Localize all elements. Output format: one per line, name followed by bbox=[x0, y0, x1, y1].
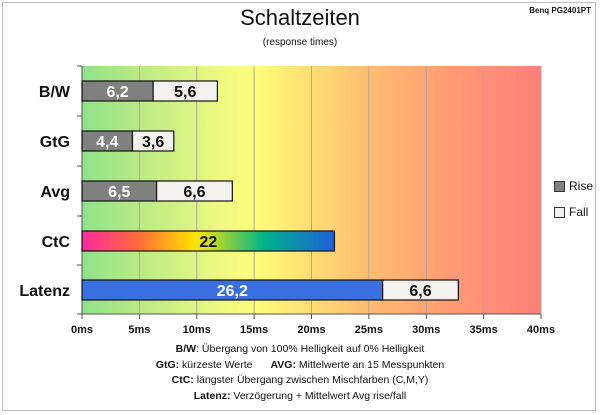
chart-subtitle: (response times) bbox=[262, 37, 338, 48]
note-latenz-text: Verzögerung + Mittelwert Avg rise/fall bbox=[230, 389, 407, 402]
x-tick-label: 20ms bbox=[297, 324, 325, 336]
category-label: GtG bbox=[40, 134, 70, 151]
note-bw-text: : Übergang von 100% Helligkeit auf 0% He… bbox=[196, 343, 425, 355]
x-tick-label: 10ms bbox=[183, 324, 211, 336]
bar-ctc bbox=[81, 230, 336, 252]
monitor-label: Benq PG2401PT bbox=[529, 6, 591, 15]
footnotes: B/W: Übergang von 100% Helligkeit auf 0%… bbox=[0, 342, 600, 404]
x-tick-label: 35ms bbox=[470, 324, 498, 336]
legend-label-rise: Rise bbox=[569, 179, 594, 193]
bar-fall bbox=[152, 80, 219, 102]
category-label: Avg bbox=[40, 184, 70, 201]
bar-fall-label: 5,6 bbox=[174, 84, 196, 101]
category-label: B/W bbox=[39, 84, 71, 101]
note-avg-key: AVG: bbox=[270, 358, 296, 371]
note-gtg-avg: GtG: kürzeste Werte AVG: Mittelwerte an 1… bbox=[0, 358, 600, 374]
legend-swatch-rise bbox=[554, 180, 565, 192]
note-bw-key: B/W bbox=[175, 343, 197, 355]
note-ctc: CtC: längster Übergang zwischen Mischfar… bbox=[0, 373, 600, 389]
note-bw: B/W: Übergang von 100% Helligkeit auf 0%… bbox=[0, 342, 600, 358]
note-gtg-key: GtG: bbox=[155, 358, 180, 371]
note-latenz-key: Latenz: bbox=[193, 389, 231, 402]
note-ctc-key: CtC: bbox=[171, 374, 194, 386]
bar-latency-label: 26,2 bbox=[217, 283, 248, 300]
bar-fall bbox=[131, 130, 175, 152]
note-latenz: Latenz: Verzögerung + Mittelwert Avg ris… bbox=[0, 389, 600, 405]
legend-swatch-fall bbox=[554, 206, 565, 218]
legend-item-fall: Fall bbox=[554, 204, 593, 220]
category-label: CtC bbox=[42, 234, 71, 251]
bar-rise-label: 6,2 bbox=[106, 84, 128, 101]
x-tick-label: 30ms bbox=[412, 324, 440, 336]
note-gtg-text: kürzeste Werte bbox=[179, 358, 253, 371]
x-tick-label: 40ms bbox=[527, 324, 555, 336]
bar-rise-label: 4,4 bbox=[96, 134, 118, 151]
bar-ctc-label: 22 bbox=[199, 234, 217, 251]
legend-label-fall: Fall bbox=[569, 205, 589, 219]
legend: Rise Fall bbox=[554, 178, 593, 230]
bar-rise-label: 6,5 bbox=[108, 184, 130, 201]
chart-frame bbox=[2, 2, 596, 411]
note-ctc-text: längster Übergang zwischen Mischfarben (… bbox=[193, 374, 429, 386]
x-tick-label: 0ms bbox=[71, 324, 93, 336]
bar-fall-label: 6,6 bbox=[183, 184, 205, 201]
bar-latency-fall bbox=[382, 279, 459, 301]
x-tick-label: 5ms bbox=[128, 324, 150, 336]
x-tick-label: 25ms bbox=[355, 324, 383, 336]
bar-latency-fall-label: 6,6 bbox=[409, 283, 431, 300]
x-tick-label: 15ms bbox=[240, 324, 268, 336]
category-label: Latenz bbox=[19, 283, 70, 300]
note-avg-text: Mittelwerte an 15 Messpunkten bbox=[295, 358, 445, 371]
bar-fall-label: 3,6 bbox=[142, 134, 164, 151]
legend-item-rise: Rise bbox=[554, 178, 593, 194]
bar-fall bbox=[155, 180, 233, 202]
chart-title: Schaltzeiten bbox=[240, 5, 360, 30]
